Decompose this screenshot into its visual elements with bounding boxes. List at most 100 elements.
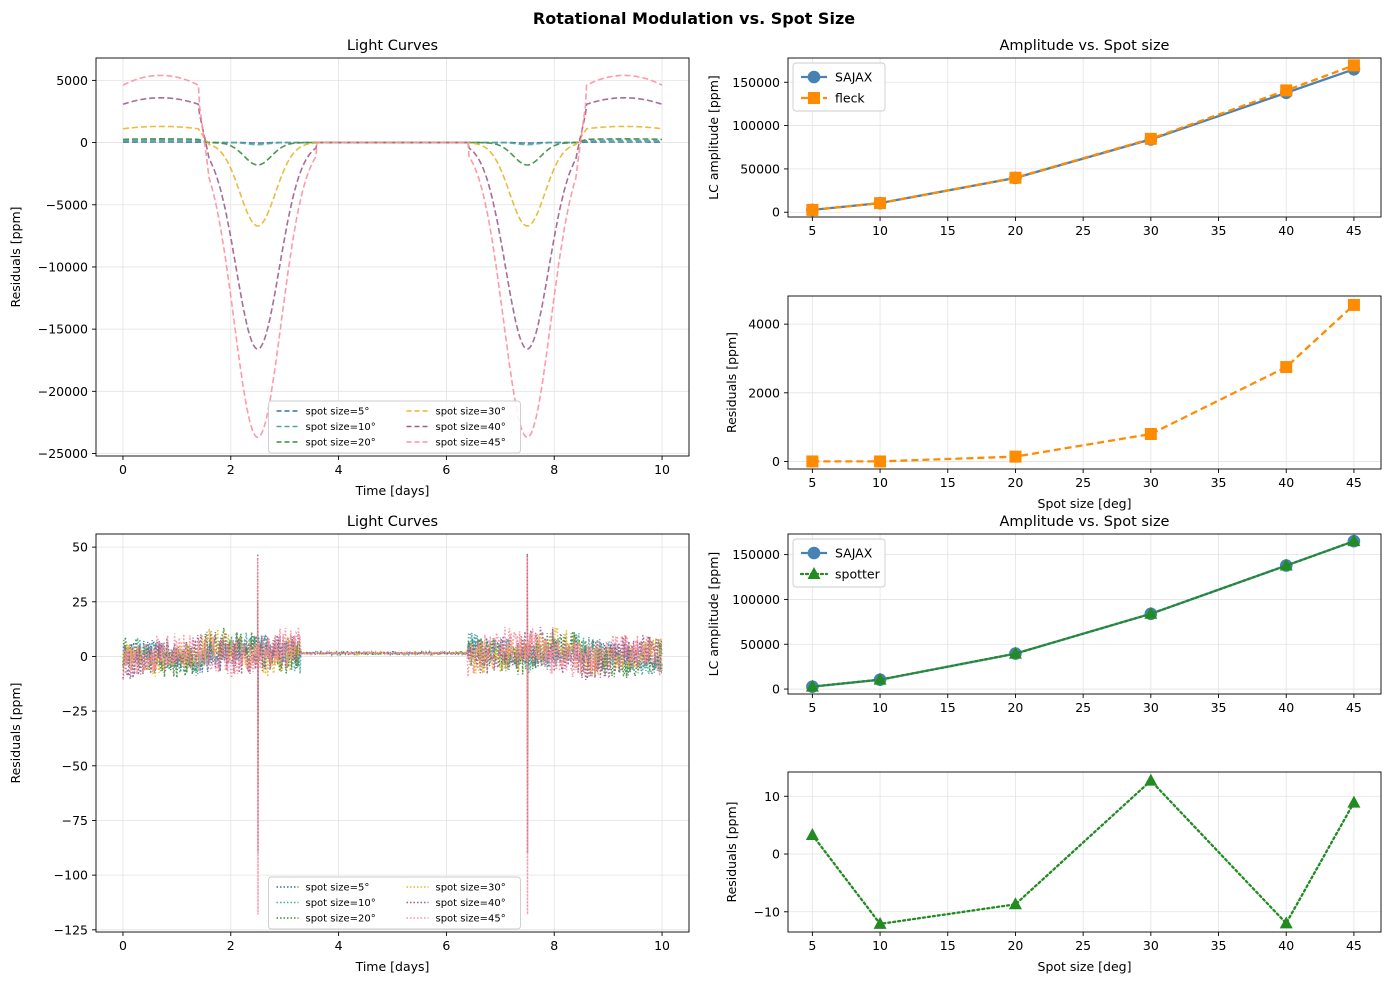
x-tick-label: 30 <box>1143 700 1159 715</box>
legend-label: spot size=40° <box>436 422 506 433</box>
axes-lc_top: 0 2 4 6 8 10 5000 0 −5000 −10000 −15000 −20000 −2500… <box>8 38 690 498</box>
x-tick-label: 45 <box>1346 700 1362 715</box>
legend-label: spot size=30° <box>436 407 506 418</box>
axes-amp_top: 5 10 15 20 25 30 35 40 45 0 50000 100000 150000 Ampli… <box>706 38 1382 238</box>
x-tick-label: 10 <box>654 462 670 477</box>
x-tick-label: 2 <box>227 938 235 953</box>
x-tick-label: 10 <box>872 475 888 490</box>
legend-label: spot size=10° <box>306 898 376 909</box>
axes-frame <box>95 57 690 457</box>
x-tick-label: 4 <box>335 462 343 477</box>
x-tick-label: 6 <box>442 938 450 953</box>
axes-lc_bottom: 0 2 4 6 8 10 50 25 0 −25 −50 −75 −100 −125 Light Curve… <box>8 514 690 974</box>
data-point-square <box>1009 450 1022 463</box>
legend: SAJAX spotter <box>792 538 886 588</box>
chart-title: Amplitude vs. Spot size <box>1000 38 1170 54</box>
y-tick-label: 0 <box>80 135 88 150</box>
series-line-40 <box>122 97 663 350</box>
data-point-square <box>808 92 820 104</box>
y-tick-label: 0 <box>772 454 780 469</box>
data-point-square <box>874 197 887 210</box>
x-tick-label: 45 <box>1346 475 1362 490</box>
y-tick-label: 100000 <box>732 118 780 133</box>
series-line-40 <box>122 553 663 854</box>
axes-frame <box>787 57 1382 218</box>
y-tick-label: 0 <box>772 847 780 862</box>
series-line-45 <box>122 558 663 915</box>
figure-title: Rotational Modulation vs. Spot Size <box>533 9 855 28</box>
x-tick-label: 25 <box>1075 475 1091 490</box>
x-tick-label: 40 <box>1278 475 1294 490</box>
y-tick-label: 50000 <box>740 637 780 652</box>
axes-res_bottom: 5 10 15 20 25 30 35 40 45 10 0 −10 Spot size [deg] Re… <box>724 771 1382 974</box>
legend: SAJAX fleck <box>792 62 886 112</box>
y-tick-label: −50 <box>62 758 88 773</box>
x-tick-label: 40 <box>1278 938 1294 953</box>
x-tick-label: 6 <box>442 462 450 477</box>
y-tick-label: 0 <box>80 649 88 664</box>
x-tick-label: 40 <box>1278 700 1294 715</box>
x-tick-label: 10 <box>654 938 670 953</box>
residual-line <box>811 779 1356 926</box>
x-tick-label: 20 <box>1007 700 1023 715</box>
x-tick-label: 40 <box>1278 223 1294 238</box>
legend: spot size=5° spot size=10° spot size=20° sp… <box>268 400 521 454</box>
legend-label: spot size=40° <box>436 898 506 909</box>
x-tick-label: 20 <box>1007 938 1023 953</box>
data-point-triangle <box>1279 558 1293 571</box>
data-point-circle <box>807 70 821 84</box>
chart-title: Light Curves <box>347 38 438 54</box>
x-tick-label: 5 <box>808 223 816 238</box>
legend-label: spot size=45° <box>436 438 506 449</box>
x-tick-label: 5 <box>808 700 816 715</box>
legend-label: spot size=20° <box>306 438 376 449</box>
y-tick-label: −10000 <box>38 259 88 274</box>
x-tick-label: 15 <box>940 475 956 490</box>
data-point-triangle <box>873 672 887 685</box>
axes-frame <box>787 295 1382 470</box>
y-tick-label: 4000 <box>748 317 780 332</box>
data-point-square <box>874 455 887 468</box>
y-tick-label: 0 <box>772 205 780 220</box>
data-point-triangle <box>805 679 819 692</box>
axes-frame <box>787 771 1382 933</box>
data-point-triangle <box>1008 897 1022 910</box>
legend-frame <box>268 400 521 454</box>
y-tick-label: −20000 <box>38 384 88 399</box>
x-tick-label: 15 <box>940 938 956 953</box>
x-tick-label: 20 <box>1007 475 1023 490</box>
residual-line <box>812 304 1355 463</box>
y-axis-label: Residuals [ppm] <box>8 682 23 783</box>
data-point-triangle <box>1144 606 1158 619</box>
x-tick-label: 30 <box>1143 223 1159 238</box>
data-point-triangle <box>1347 534 1361 547</box>
x-tick-label: 0 <box>119 462 127 477</box>
legend-label: SAJAX <box>835 546 873 561</box>
y-tick-label: 2000 <box>748 385 780 400</box>
x-tick-label: 35 <box>1211 475 1227 490</box>
data-point-triangle <box>807 567 821 579</box>
x-tick-label: 4 <box>335 938 343 953</box>
y-tick-label: 50 <box>72 540 88 555</box>
x-tick-label: 35 <box>1211 938 1227 953</box>
y-axis-label: Residuals [ppm] <box>8 206 23 307</box>
y-tick-label: −15000 <box>38 322 88 337</box>
x-tick-label: 15 <box>940 700 956 715</box>
x-tick-label: 35 <box>1211 700 1227 715</box>
axes-res_top: 5 10 15 20 25 30 35 40 45 0 2000 4000 Spot size [deg… <box>724 295 1382 511</box>
legend-label: spot size=5° <box>306 407 370 418</box>
y-axis-label: Residuals [ppm] <box>724 332 739 433</box>
y-tick-label: −125 <box>54 922 88 937</box>
x-tick-label: 10 <box>872 700 888 715</box>
data-point-square <box>1009 171 1022 184</box>
y-tick-label: −75 <box>62 813 88 828</box>
y-tick-label: 150000 <box>732 547 780 562</box>
x-tick-label: 20 <box>1007 223 1023 238</box>
data-point-square <box>1347 59 1360 72</box>
y-tick-label: 5000 <box>56 73 88 88</box>
data-point-circle <box>807 546 821 560</box>
legend-label: SAJAX <box>835 70 873 85</box>
series-line-45 <box>122 74 663 439</box>
data-point-square <box>1144 427 1157 440</box>
